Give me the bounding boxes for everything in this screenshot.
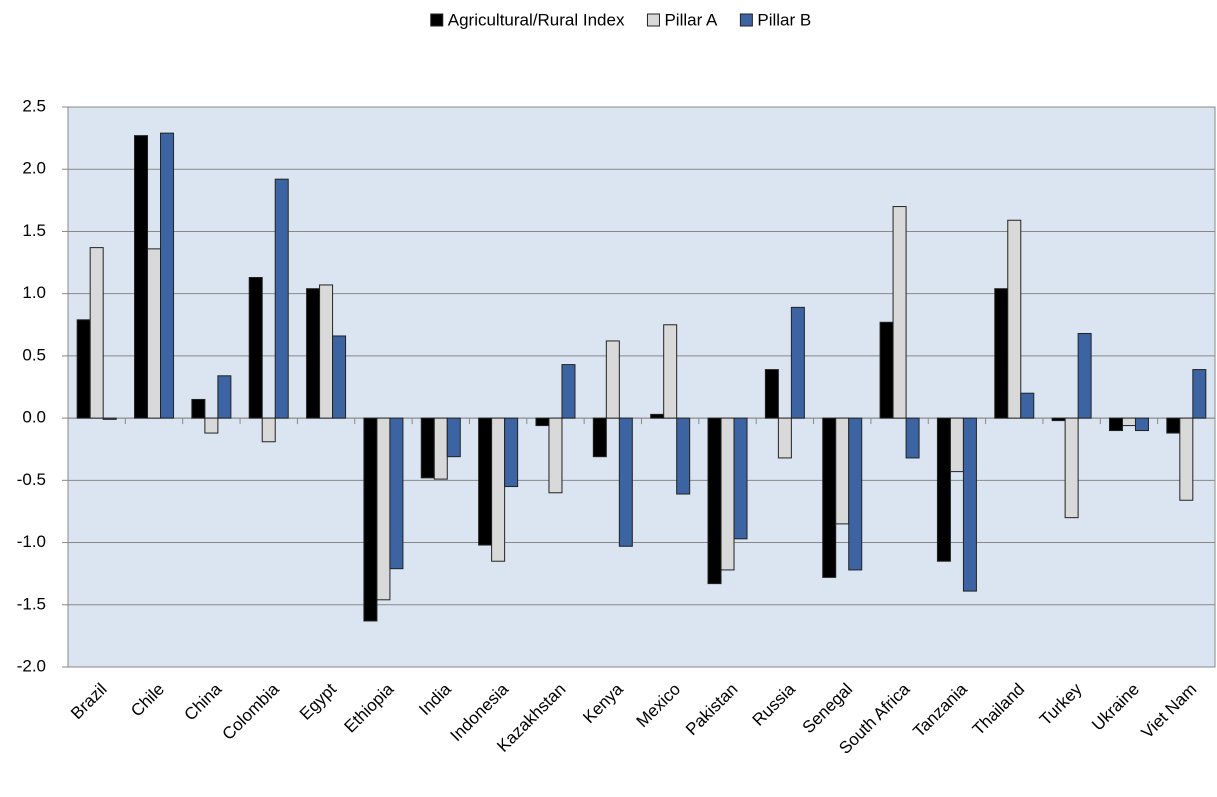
- bar: [147, 248, 162, 419]
- bar: [733, 417, 748, 540]
- bar: [822, 417, 837, 578]
- y-tick-label: -1.5: [17, 594, 46, 613]
- bar: [905, 417, 920, 459]
- bar: [663, 324, 678, 419]
- bar: [504, 417, 519, 488]
- legend-label: Agricultural/Rural Index: [448, 10, 625, 29]
- bar: [548, 417, 563, 494]
- plot-area: [67, 106, 1216, 668]
- bar: [319, 284, 334, 419]
- bar: [994, 288, 1009, 419]
- bar: [1192, 369, 1207, 419]
- bar: [1179, 417, 1194, 501]
- bar: [777, 417, 792, 459]
- x-tick-label: Tanzania: [909, 679, 971, 741]
- bar: [535, 417, 550, 427]
- bar: [363, 417, 378, 622]
- y-tick-label: -2.0: [17, 656, 46, 675]
- bar: [720, 417, 735, 571]
- x-tick-label: Ethiopia: [341, 679, 398, 736]
- bar: [1077, 332, 1092, 419]
- bar: [1134, 417, 1149, 432]
- bar: [332, 335, 347, 419]
- x-tick-label: China: [181, 679, 226, 724]
- y-tick-label: 2.0: [22, 159, 46, 178]
- x-tick-label: Thailand: [969, 680, 1029, 740]
- x-tick-label: Russia: [749, 679, 800, 730]
- bar: [879, 321, 894, 419]
- bar: [561, 364, 576, 419]
- legend-label: Pillar A: [664, 10, 718, 29]
- bar: [491, 417, 506, 562]
- y-tick-label: 1.0: [22, 283, 46, 302]
- bar: [76, 319, 91, 419]
- bar: [936, 417, 951, 562]
- bar: [191, 398, 206, 419]
- bar: [1020, 392, 1035, 419]
- legend-swatch: [430, 13, 444, 27]
- x-tick-label: Colombia: [219, 679, 284, 744]
- y-tick-label: 1.5: [22, 221, 46, 240]
- x-tick-label: Senegal: [799, 680, 857, 738]
- x-tick-label: Egypt: [296, 679, 340, 723]
- bar: [1121, 417, 1136, 427]
- bar: [592, 417, 607, 458]
- bar: [433, 417, 448, 480]
- bar: [676, 417, 691, 495]
- bar: [1108, 417, 1123, 432]
- bar: [274, 178, 289, 419]
- bar: [892, 206, 907, 419]
- bar: [261, 417, 276, 443]
- bar: [650, 413, 665, 419]
- y-tick-label: -0.5: [17, 470, 46, 489]
- x-tick-label: Viet Nam: [1138, 680, 1201, 743]
- bar: [446, 417, 461, 458]
- bar: [478, 417, 493, 546]
- bar: [1051, 417, 1066, 422]
- x-tick-label: India: [415, 679, 455, 719]
- legend-label: Pillar B: [757, 10, 811, 29]
- bar: [217, 375, 232, 419]
- bar: [618, 417, 633, 547]
- bar: [962, 417, 977, 592]
- bar: [790, 306, 805, 419]
- bar: [420, 417, 435, 479]
- bar: [764, 369, 779, 419]
- bar: [376, 417, 391, 601]
- x-tick-label: Kenya: [579, 679, 627, 727]
- y-tick-label: 0.5: [22, 345, 46, 364]
- bar: [160, 132, 175, 419]
- x-tick-label: Turkey: [1036, 679, 1086, 729]
- bar: [306, 288, 321, 419]
- bar: [248, 276, 263, 419]
- x-tick-label: Mexico: [633, 680, 685, 732]
- bar: [835, 417, 850, 525]
- y-tick-label: -1.0: [17, 532, 46, 551]
- bar: [848, 417, 863, 571]
- bar: [102, 417, 117, 420]
- bar: [204, 417, 219, 434]
- x-tick-label: Ukraine: [1088, 680, 1143, 735]
- bar: [949, 417, 964, 473]
- bar: [389, 417, 404, 570]
- legend-swatch: [646, 13, 660, 27]
- bar: [605, 340, 620, 419]
- y-tick-label: 0.0: [22, 408, 46, 427]
- bar: [134, 135, 149, 419]
- bar: [1064, 417, 1079, 519]
- legend-swatch: [739, 13, 753, 27]
- bar: [707, 417, 722, 585]
- bar: [89, 247, 104, 419]
- bar: [1166, 417, 1181, 434]
- x-tick-label: Pakistan: [682, 680, 742, 740]
- x-tick-label: Chile: [127, 680, 168, 721]
- x-tick-label: Brazil: [67, 680, 110, 723]
- y-tick-label: 2.5: [22, 96, 46, 115]
- bar: [1007, 219, 1022, 419]
